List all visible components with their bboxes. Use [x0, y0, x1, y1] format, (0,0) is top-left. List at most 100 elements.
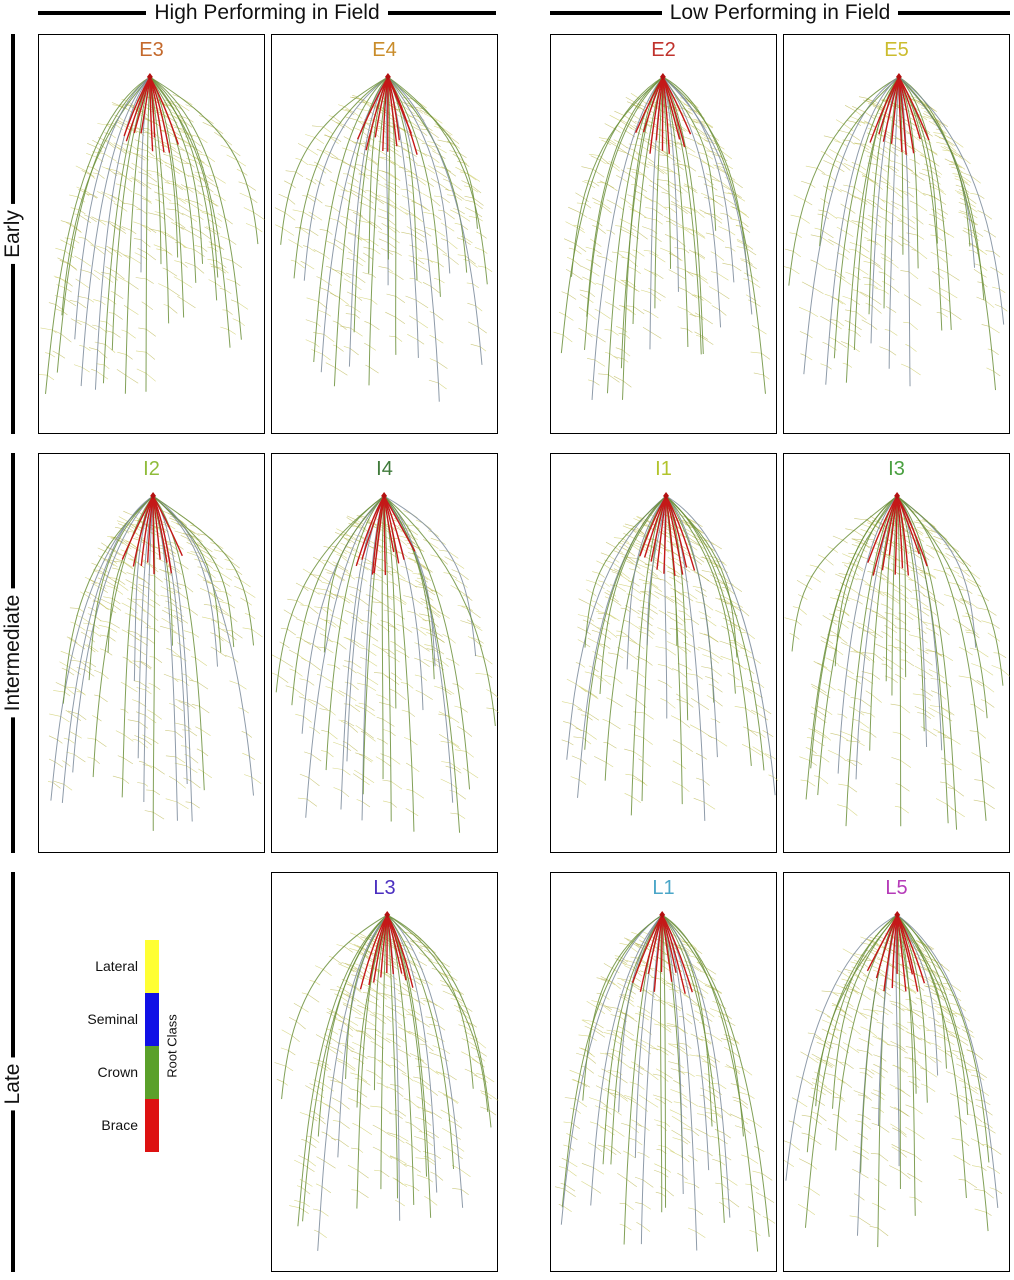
lateral-root	[729, 231, 736, 236]
lateral-root	[381, 1106, 392, 1114]
lateral-root	[349, 575, 356, 580]
lateral-root	[452, 1188, 462, 1190]
lateral-root	[400, 188, 408, 191]
lateral-root	[563, 334, 573, 343]
lateral-root	[66, 288, 72, 293]
lateral-root	[940, 757, 946, 760]
lateral-root	[603, 742, 608, 744]
lateral-root	[810, 311, 819, 317]
lateral-root	[421, 143, 427, 145]
lateral-root	[313, 161, 325, 168]
lateral-root	[730, 583, 743, 592]
lateral-root	[834, 140, 843, 144]
lateral-root	[346, 258, 354, 261]
lateral-root	[359, 1059, 365, 1064]
lateral-root	[405, 762, 412, 767]
lateral-root	[87, 737, 96, 740]
lateral-root	[694, 133, 700, 137]
lateral-root	[327, 664, 335, 666]
lateral-root	[147, 709, 155, 714]
lateral-root	[364, 321, 371, 324]
lateral-root	[441, 984, 452, 988]
lateral-root	[934, 134, 947, 141]
lateral-root	[128, 282, 139, 290]
root-path	[834, 495, 898, 667]
lateral-root	[389, 1156, 398, 1160]
lateral-root	[755, 703, 765, 710]
lateral-root	[439, 557, 448, 565]
lateral-root	[667, 556, 673, 561]
lateral-root	[575, 683, 587, 693]
lateral-root	[177, 203, 190, 212]
root-path	[599, 495, 667, 695]
lateral-root	[448, 637, 456, 644]
lateral-root	[369, 222, 377, 229]
lateral-root	[331, 206, 341, 213]
lateral-root	[561, 739, 569, 743]
lateral-root	[866, 198, 874, 203]
lateral-root	[110, 122, 115, 125]
lateral-root	[398, 1110, 407, 1117]
lateral-root	[467, 173, 481, 182]
lateral-root	[946, 252, 953, 257]
lateral-root	[174, 678, 183, 681]
lateral-root	[150, 531, 162, 538]
lateral-root	[383, 971, 391, 976]
lateral-root	[416, 1066, 429, 1068]
lateral-root	[405, 1030, 416, 1037]
lateral-root	[688, 186, 698, 194]
lateral-root	[457, 605, 467, 607]
lateral-root	[959, 599, 964, 601]
brace-root	[152, 495, 183, 557]
lateral-root	[431, 243, 438, 247]
lateral-root	[287, 628, 296, 636]
lateral-root	[784, 617, 797, 622]
lateral-root	[820, 151, 825, 154]
lateral-root	[191, 802, 200, 809]
lateral-root	[445, 657, 454, 662]
lateral-root	[154, 107, 164, 114]
lateral-root	[724, 246, 732, 249]
lateral-root	[240, 597, 248, 603]
lateral-root	[638, 578, 651, 583]
lateral-root	[177, 642, 185, 648]
lateral-root	[440, 660, 449, 667]
lateral-root	[350, 525, 363, 528]
lateral-root	[192, 544, 199, 549]
lateral-root	[579, 289, 590, 293]
lateral-root	[167, 587, 175, 590]
lateral-root	[414, 227, 426, 233]
lateral-root	[612, 599, 622, 606]
lateral-root	[366, 156, 379, 165]
lateral-root	[572, 703, 583, 711]
lateral-root	[909, 297, 922, 306]
lateral-root	[908, 271, 919, 280]
lateral-root	[344, 660, 353, 663]
lateral-root	[185, 198, 198, 204]
lateral-root	[973, 268, 982, 275]
lateral-root	[959, 623, 971, 631]
lateral-root	[710, 271, 718, 274]
lateral-root	[920, 726, 927, 730]
lateral-root	[900, 270, 910, 273]
lateral-root	[132, 204, 142, 211]
lateral-root	[189, 144, 197, 151]
lateral-root	[404, 1164, 413, 1168]
lateral-root	[102, 275, 114, 283]
lateral-root	[443, 210, 455, 220]
lateral-root	[974, 631, 979, 636]
lateral-root	[688, 536, 700, 546]
lateral-root	[857, 600, 863, 605]
lateral-root	[365, 190, 371, 192]
lateral-root	[101, 166, 110, 170]
root-path	[149, 76, 170, 324]
root-path	[74, 76, 151, 340]
lateral-root	[327, 1008, 336, 1013]
lateral-root	[330, 137, 339, 144]
lateral-root	[620, 226, 634, 234]
lateral-root	[149, 599, 155, 603]
lateral-root	[471, 637, 480, 641]
lateral-root	[403, 737, 411, 741]
lateral-root	[487, 674, 493, 678]
lateral-root	[954, 788, 965, 797]
